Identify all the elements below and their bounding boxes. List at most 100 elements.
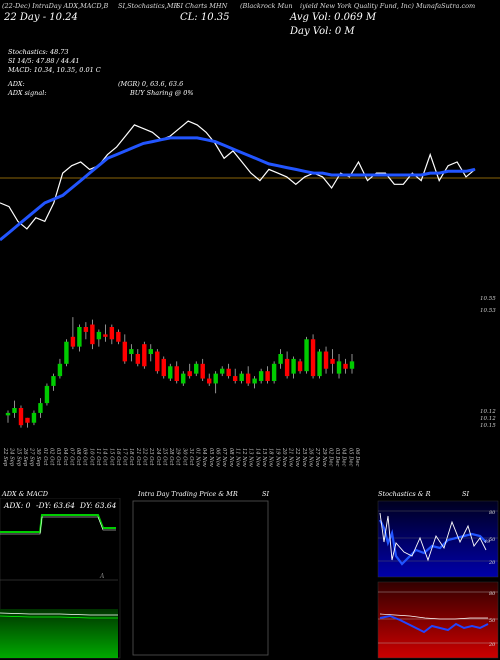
candle-body [44, 385, 50, 404]
candle-body [38, 403, 43, 413]
date-tick-label: 01 Oct [42, 448, 48, 466]
adx-readout: ADX: [8, 80, 25, 88]
candle-body [219, 368, 225, 374]
price-label-bot2: 10.12 [480, 416, 496, 422]
date-tick-label: 14 Oct [102, 448, 108, 466]
rsi-signal-line [379, 613, 488, 620]
stoch-k-line [379, 519, 487, 566]
candle-body [5, 412, 11, 416]
avg-volume: Avg Vol: 0.069 M [290, 12, 377, 23]
candle-body [200, 363, 205, 379]
candle-body [116, 331, 121, 342]
adx-values: (MGR) 0, 63.6, 63.6 [118, 80, 184, 88]
intraday-panel-title: Intra Day Trading Price & MR [138, 490, 238, 498]
date-tick-label: 04 Nov [201, 448, 207, 467]
candle-body [109, 327, 115, 340]
date-tick-label: 05 Nov [208, 448, 214, 467]
price-label-bot3: 10.15 [480, 423, 496, 429]
price-label-top1: 10.55 [480, 296, 496, 302]
date-tick-label: 20 Nov [281, 447, 287, 467]
rsi-line [379, 614, 489, 634]
main-chart: 22 Sep 24 Sep 25 Sep 26 Sep 27 Sep 30 Sep 01 O… [0, 120, 500, 467]
candle-body [265, 371, 270, 381]
date-tick-label: 22 Sep [2, 447, 8, 467]
date-tick-label: 26 Nov [308, 447, 314, 467]
header-item-2: SI,Stochastics,MR [118, 2, 179, 10]
buy-signal: BUY Sharing @ 0% [130, 89, 194, 97]
stoch-value: 49 [483, 539, 491, 545]
candle-body [168, 366, 173, 379]
stoch-tick-80: 80 [489, 510, 496, 516]
date-tick-label: 25 Nov [301, 447, 307, 467]
date-tick-label: 17 Oct [122, 448, 128, 466]
di-minus: -DY: 63.64 [36, 501, 75, 510]
adx-signal: ADX signal: [8, 89, 47, 97]
date-tick-label: 14 Nov [254, 448, 260, 467]
date-tick-label: 21 Nov [288, 447, 294, 467]
candle-body [278, 354, 283, 364]
candle-body [297, 361, 303, 372]
date-tick-label: 27 Nov [314, 447, 320, 467]
macd-readout: MACD: 10.34, 10.35, 0.01 C [8, 66, 101, 74]
candle-body [155, 351, 160, 372]
candle-body [207, 378, 212, 384]
candle-body [64, 341, 69, 364]
candle-body [336, 361, 342, 374]
date-tick-label: 06 Nov [215, 448, 221, 467]
price-label-top2: 10.53 [480, 308, 496, 314]
candle-body [213, 373, 218, 384]
candle-body [181, 373, 186, 384]
date-tick-label: 02 Dec [327, 448, 333, 466]
date-tick-label: 21 Oct [135, 447, 141, 466]
candle-body [252, 378, 257, 384]
header-item-4: (Blackrock Mun [240, 2, 293, 10]
date-tick-label: 08 Oct [75, 448, 81, 466]
date-tick-label: 11 Nov [234, 448, 240, 467]
header-item-3: SI Charts MHN [176, 2, 228, 10]
candle-body [239, 373, 244, 381]
candle-body [291, 358, 296, 374]
candle-body [226, 368, 231, 377]
price-series-line [0, 120, 476, 230]
candle-body [142, 344, 147, 367]
si-readout: SI 14/5: 47.88 / 44.41 [8, 57, 80, 65]
date-tick-label: 30 Oct [181, 448, 187, 466]
candle-body [83, 327, 89, 332]
adx-panel-title: ADX & MACD [2, 490, 48, 498]
macd-line [0, 612, 118, 616]
candle-body [161, 358, 166, 377]
adx-value: ADX: 0 [3, 501, 31, 510]
date-tick-label: 25 Oct [161, 447, 167, 466]
date-tick-label: 15 Nov [261, 448, 267, 467]
candle-body [330, 358, 335, 364]
candle-body [18, 408, 24, 426]
candle-body [271, 363, 277, 381]
date-tick-label: 25 Sep [15, 447, 21, 467]
candle-body [304, 339, 309, 372]
date-tick-label: 07 Nov [221, 448, 227, 467]
date-tick-label: 28 Oct [168, 447, 174, 466]
date-tick-label: 01 Nov [195, 448, 201, 467]
date-tick-label: 23 Oct [148, 447, 154, 466]
candle-body [174, 366, 179, 381]
price-label-bot1: 10.12 [480, 409, 496, 415]
candle-body [103, 334, 108, 337]
date-tick-label: 24 Sep [9, 447, 15, 467]
adx-marker: A [99, 573, 105, 580]
intraday-panel [132, 500, 269, 656]
candle-body [310, 339, 316, 377]
date-tick-label: 11 Oct [95, 448, 101, 466]
date-tick-label: 22 Nov [294, 447, 300, 467]
date-tick-label: 06 Dec [354, 448, 360, 466]
candle-body [122, 341, 128, 362]
candle-body [232, 376, 238, 381]
date-tick-label: 10 Oct [88, 448, 94, 466]
date-tick-label: 18 Nov [268, 448, 274, 467]
header-item-5: iyield New York Quality Fund, Inc) Munaf… [300, 2, 476, 10]
date-tick-label: 18 Oct [128, 448, 134, 466]
di-line [0, 516, 116, 535]
date-tick-label: 09 Oct [82, 448, 88, 466]
date-tick-label: 07 Oct [68, 448, 74, 466]
day-volume: Day Vol: 0 M [290, 26, 355, 37]
date-tick-label: 03 Dec [334, 448, 340, 466]
